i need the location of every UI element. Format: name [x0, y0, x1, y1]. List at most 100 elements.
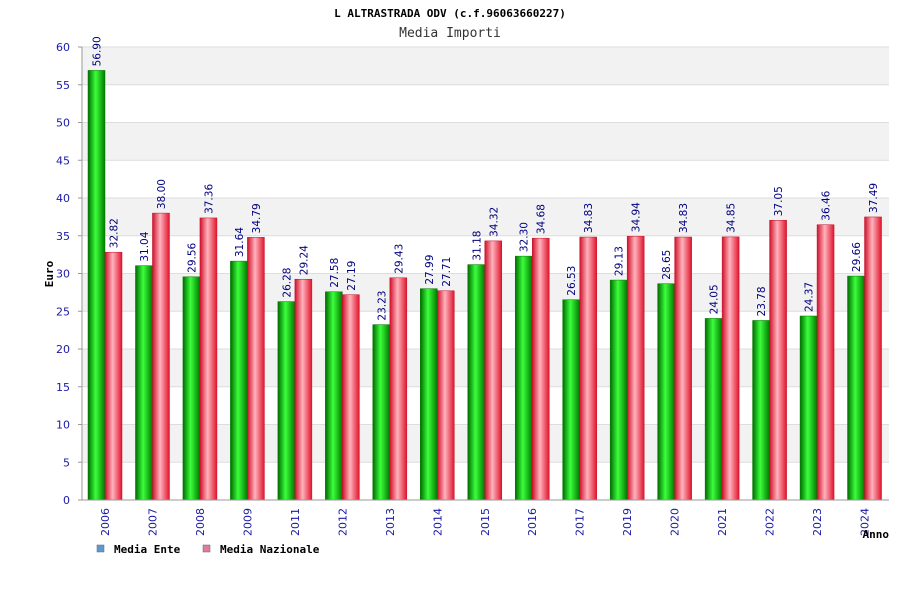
- bar-value-label: 34.94: [631, 202, 643, 232]
- y-tick-label: 25: [56, 305, 70, 318]
- bar: [816, 224, 835, 501]
- y-tick-label: 15: [56, 381, 70, 394]
- bar-value-label: 34.32: [488, 207, 500, 237]
- bar-value-label: 37.36: [203, 184, 215, 214]
- x-tick-label: 2008: [194, 508, 207, 536]
- legend-swatch-media-nazionale: [202, 544, 211, 553]
- bar: [152, 212, 170, 501]
- y-tick-label: 0: [63, 494, 70, 507]
- y-tick-label: 20: [56, 343, 70, 356]
- x-tick-label: 2006: [99, 508, 112, 536]
- x-tick-label: 2023: [811, 508, 824, 536]
- grid-band: [82, 122, 889, 161]
- legend: Media Ente Media Nazionale: [96, 543, 320, 556]
- bar: [342, 294, 360, 501]
- x-tick-label: 2022: [764, 508, 777, 536]
- bar: [199, 217, 218, 501]
- y-tick-label: 45: [56, 154, 70, 167]
- bar-value-label: 29.24: [298, 245, 310, 275]
- bar-value-label: 26.28: [281, 268, 293, 298]
- bar: [721, 236, 740, 501]
- bar: [104, 251, 123, 501]
- y-axis-label: Euro: [43, 260, 56, 287]
- y-tick-label: 60: [56, 41, 70, 54]
- bar-value-label: 31.04: [139, 231, 151, 261]
- bar-value-label: 56.90: [92, 36, 104, 66]
- y-tick-label: 35: [56, 230, 70, 243]
- bar-value-label: 36.46: [821, 190, 833, 220]
- bar-value-label: 31.18: [471, 231, 483, 261]
- legend-swatch-media-ente: [96, 544, 105, 553]
- bar-value-label: 27.71: [441, 257, 453, 287]
- y-tick-label: 10: [56, 419, 70, 432]
- bar-value-label: 28.65: [661, 250, 673, 280]
- bar: [752, 320, 770, 501]
- bar-value-label: 32.82: [109, 218, 121, 248]
- chart-subtitle: Media Importi: [399, 26, 501, 41]
- bar: [372, 324, 391, 501]
- bar-value-label: 29.66: [851, 242, 863, 272]
- x-tick-label: 2011: [289, 508, 302, 536]
- bar-value-label: 29.43: [393, 244, 405, 274]
- bar-value-label: 26.53: [566, 266, 578, 296]
- bar: [514, 255, 533, 501]
- bar-value-label: 29.56: [186, 242, 198, 272]
- bar-value-label: 27.19: [346, 261, 358, 291]
- y-tick-label: 40: [56, 192, 70, 205]
- bar-value-label: 34.79: [251, 203, 263, 233]
- bar-value-label: 24.37: [804, 282, 816, 312]
- bar: [484, 240, 503, 501]
- y-tick-label: 5: [63, 456, 70, 469]
- x-axis: 2006 2007 2008 2009 2011 2012 2013 2014 2015 2016…: [82, 499, 889, 536]
- y-axis: 0 5 10 15 20 25 30 35 40 45 50 55 60: [56, 41, 83, 507]
- bar: [847, 275, 865, 501]
- bar: [135, 265, 153, 501]
- bar-value-label: 38.00: [156, 179, 168, 209]
- bar-value-label: 32.30: [519, 222, 531, 252]
- bar-value-label: 27.99: [424, 255, 436, 285]
- x-tick-label: 2021: [716, 508, 729, 536]
- bar-value-label: 27.58: [329, 258, 341, 288]
- bar-value-label: 24.05: [709, 284, 721, 314]
- bar: [277, 301, 296, 501]
- bar: [864, 216, 882, 501]
- bar: [579, 236, 597, 501]
- bar-value-label: 34.85: [726, 203, 738, 233]
- grid-band: [82, 47, 889, 85]
- legend-label-media-ente: Media Ente: [114, 543, 181, 556]
- bar: [674, 236, 692, 501]
- bar-value-label: 34.68: [536, 204, 548, 234]
- bar-value-label: 37.49: [868, 183, 880, 213]
- legend-label-media-nazionale: Media Nazionale: [220, 543, 320, 556]
- grid-band: [82, 160, 889, 198]
- bar: [531, 237, 550, 501]
- bar-value-label: 34.83: [583, 203, 595, 233]
- bar-value-label: 34.83: [678, 203, 690, 233]
- grid-band: [82, 84, 889, 123]
- x-tick-label: 2015: [479, 508, 492, 536]
- x-tick-label: 2024: [859, 508, 872, 536]
- x-tick-label: 2020: [669, 508, 682, 536]
- y-tick-label: 50: [56, 117, 70, 130]
- bar: [437, 290, 455, 501]
- bar: [294, 278, 313, 501]
- bar: [562, 299, 580, 501]
- bar: [704, 318, 723, 501]
- bar: [325, 291, 343, 501]
- bar: [87, 70, 106, 501]
- bar: [769, 220, 787, 501]
- bar-value-labels: 56.90 32.82 31.04 38.00 29.56 37.36 31.64 34.79…: [92, 36, 881, 320]
- bar: [467, 264, 486, 501]
- x-tick-label: 2019: [621, 508, 634, 536]
- bar-value-label: 31.64: [234, 227, 246, 257]
- bar: [182, 276, 201, 501]
- bar: [799, 315, 818, 501]
- x-axis-label: Anno: [863, 528, 890, 541]
- bar: [609, 279, 628, 501]
- x-tick-label: 2009: [241, 508, 254, 536]
- x-tick-label: 2013: [384, 508, 397, 536]
- bar: [247, 237, 265, 501]
- y-tick-label: 30: [56, 268, 70, 281]
- bar: [420, 288, 438, 501]
